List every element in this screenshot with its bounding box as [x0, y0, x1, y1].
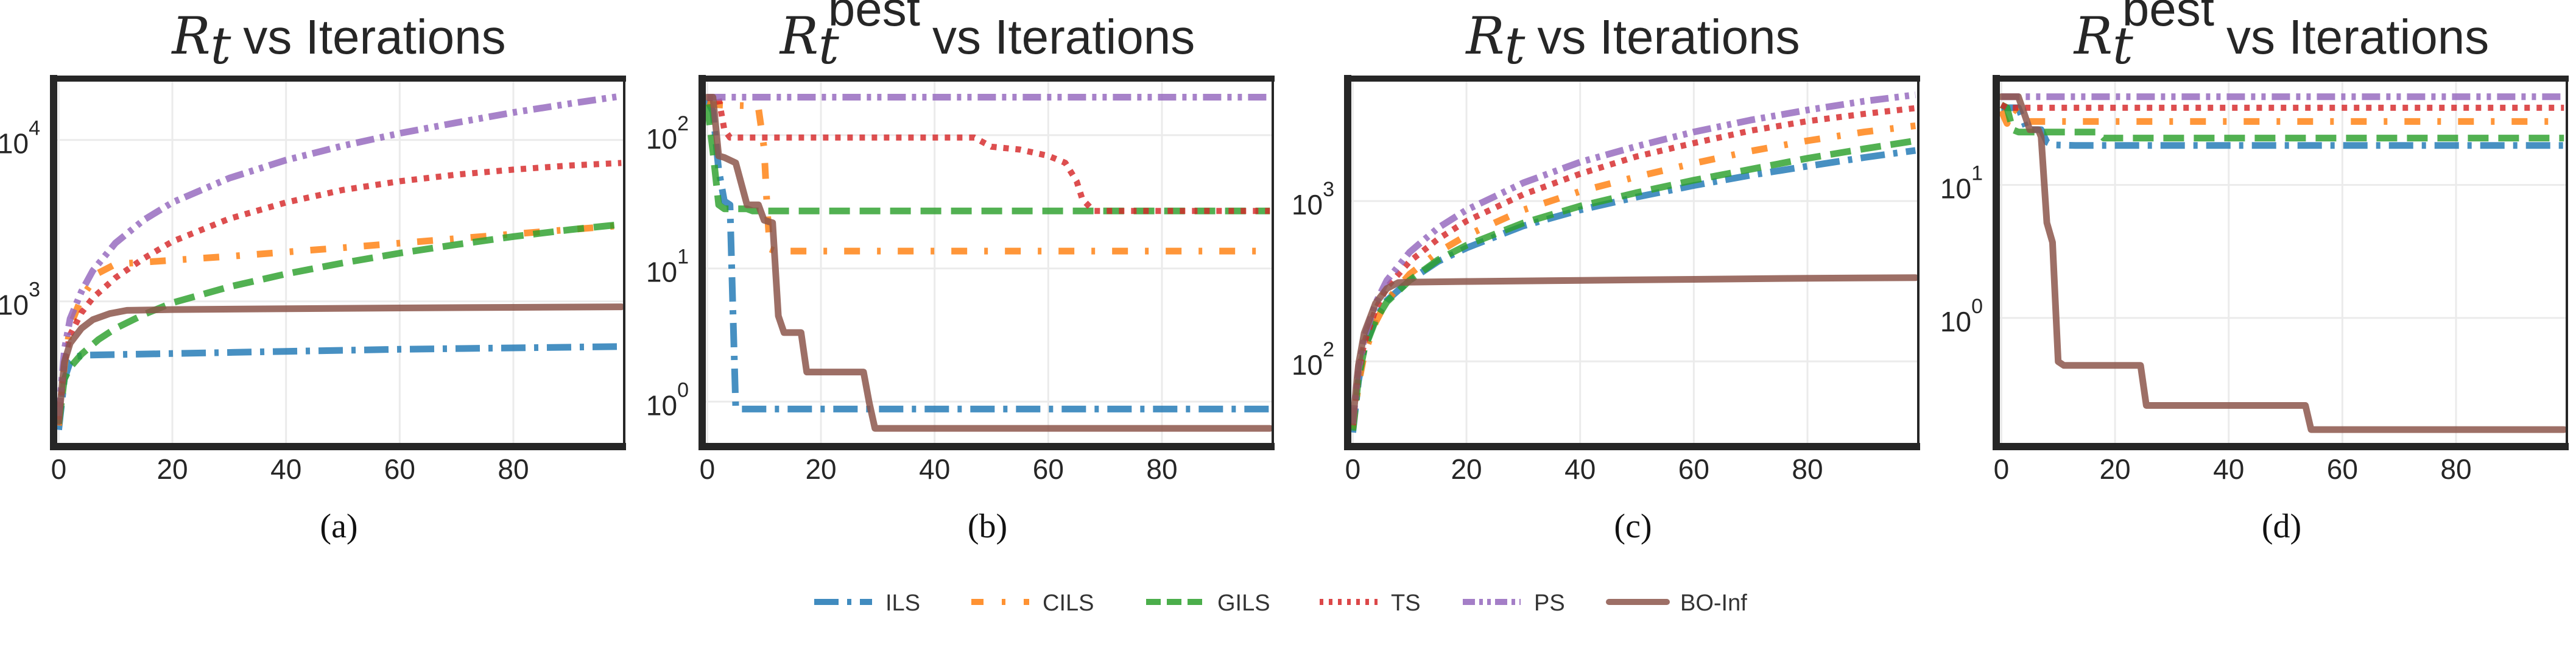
series-line-ils [704, 98, 1270, 412]
x-tick-label: 0 [1994, 453, 2010, 485]
series-group [55, 93, 624, 431]
x-tick-label: 60 [384, 453, 415, 485]
x-tick-label: 80 [2440, 453, 2471, 485]
panel-d: 0 20 40 60 80 100 101 Rtbestvs Iterations (d) [1940, 0, 2569, 545]
panel-title: Rtbestvs Iterations [2073, 0, 2490, 76]
series-line-ts [2000, 102, 2564, 111]
legend-label: GILS [1217, 590, 1270, 616]
x-tick-label: 0 [700, 453, 716, 485]
y-tick-label: 102 [1292, 338, 1334, 381]
series-line-gils [55, 221, 622, 424]
x-tick-label: 20 [157, 453, 188, 485]
x-tick-label: 80 [498, 453, 529, 485]
series-line-gils [1349, 137, 1916, 431]
legend-label: ILS [885, 590, 920, 616]
x-tick-label: 20 [1451, 453, 1482, 485]
series-line-bo-inf [703, 94, 1273, 432]
series-line-gils [703, 104, 1270, 214]
legend-item-ils: ILS [814, 590, 920, 616]
panel-c: 0 20 40 60 80 102 103 Rt vs Iterations (c) [1292, 6, 1920, 545]
y-tick-label: 100 [646, 378, 689, 421]
panel-title: Rt vs Iterations [1465, 6, 1800, 76]
legend-item-ts: TS [1320, 590, 1421, 616]
series-line-bo-inf [1997, 93, 2567, 433]
legend-label: PS [1534, 590, 1565, 616]
y-tick-label: 101 [646, 246, 689, 288]
series-line-cils [55, 222, 622, 426]
panel-b: 0 20 40 60 80 100 101 102 Rtbestvs Iterations (b) [646, 0, 1275, 545]
x-tick-label: 60 [1678, 453, 1709, 485]
legend: ILS CILS GILS TS PS BO-Inf [814, 590, 1747, 616]
y-tick-label: 103 [0, 278, 40, 321]
legend-label: CILS [1043, 590, 1094, 616]
subplot-label: (a) [320, 508, 357, 545]
panel-a: 0 20 40 60 80 103 104 Rt vs Iterations (a) [0, 6, 626, 545]
y-tick-label: 102 [646, 112, 689, 155]
subplot-label: (b) [968, 508, 1007, 545]
x-tick-label: 60 [2327, 453, 2358, 485]
series-line-bo-inf [55, 303, 624, 425]
series-line-cils [1349, 122, 1916, 430]
legend-label: TS [1391, 590, 1421, 616]
x-tick-label: 80 [1792, 453, 1823, 485]
series-line-gils [1999, 102, 2564, 142]
x-tick-label: 40 [1564, 453, 1596, 485]
series-line-ps [55, 93, 622, 417]
series-group [703, 94, 1273, 432]
subplot-label: (c) [1614, 508, 1652, 545]
legend-item-cils: CILS [971, 590, 1094, 616]
x-tick-label: 40 [270, 453, 301, 485]
series-group [1997, 93, 2567, 433]
x-tick-label: 20 [2099, 453, 2130, 485]
subplot-label: (d) [2262, 508, 2301, 545]
series-line-ils [55, 343, 622, 431]
legend-item-gils: GILS [1146, 590, 1270, 616]
y-tick-label: 104 [0, 117, 40, 160]
legend-item-bo-inf: BO-Inf [1606, 590, 1747, 616]
y-tick-label: 100 [1940, 295, 1983, 338]
y-tick-label: 101 [1940, 162, 1983, 205]
x-tick-label: 60 [1033, 453, 1064, 485]
series-line-bo-inf [1349, 274, 1918, 425]
series-line-cils [706, 99, 1270, 255]
y-tick-label: 103 [1292, 178, 1334, 221]
x-tick-label: 0 [51, 453, 67, 485]
panel-title: Rt vs Iterations [171, 6, 505, 76]
series-group [1349, 91, 1918, 433]
x-tick-label: 40 [2213, 453, 2244, 485]
legend-label: BO-Inf [1680, 590, 1747, 616]
grid [54, 79, 624, 447]
series-line-ts [707, 95, 1270, 214]
legend-item-ps: PS [1463, 590, 1565, 616]
panel-title: Rtbestvs Iterations [779, 0, 1195, 76]
x-tick-label: 0 [1345, 453, 1361, 485]
grid [1348, 79, 1918, 447]
x-tick-label: 40 [919, 453, 950, 485]
grid [702, 79, 1273, 447]
x-tick-label: 80 [1146, 453, 1177, 485]
x-tick-label: 20 [805, 453, 836, 485]
series-line-ts [55, 160, 622, 420]
